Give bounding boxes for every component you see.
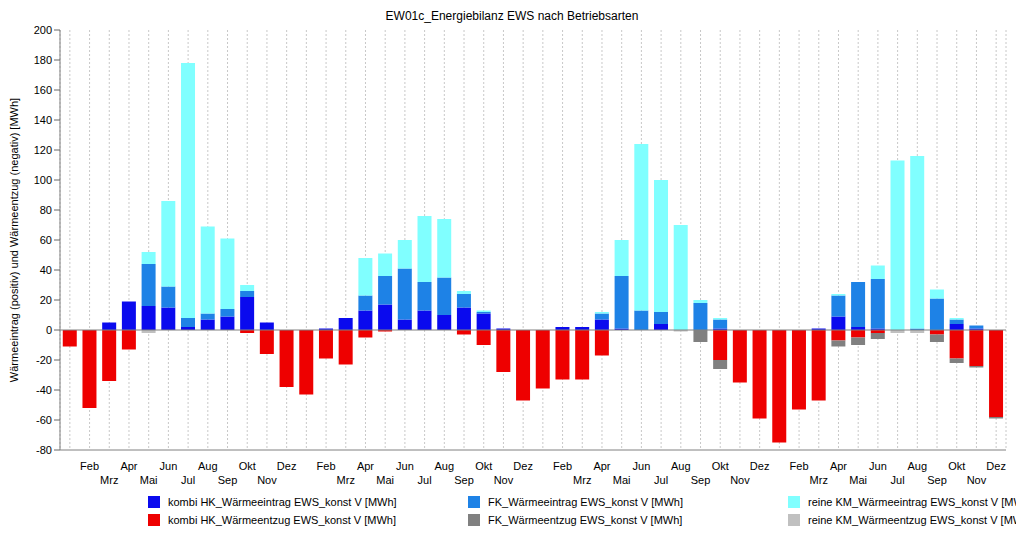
svg-text:Aug: Aug (435, 460, 455, 472)
svg-text:-60: -60 (36, 414, 52, 426)
svg-text:-40: -40 (36, 384, 52, 396)
svg-text:Feb: Feb (80, 460, 99, 472)
html-text:kombi HK_Wärmeeintrag EWS_kons: kombi HK_Wärmeeintrag EWS_konst V [MWh] (168, 496, 397, 508)
svg-text:Mrz: Mrz (810, 474, 828, 486)
svg-text:Aug: Aug (671, 460, 691, 472)
svg-text:120: 120 (34, 144, 52, 156)
html-text:EW01c_Energiebilanz EWS nach B: EW01c_Energiebilanz EWS nach Betriebsart… (385, 9, 639, 23)
svg-text:-20: -20 (36, 354, 52, 366)
svg-text:Aug: Aug (908, 460, 928, 472)
svg-text:Wärmeeintrag (positiv) und Wär: Wärmeeintrag (positiv) und Wärmeentzug (… (8, 98, 20, 382)
svg-text:Feb: Feb (790, 460, 809, 472)
html-text:kombi HK_Wärmeentzug EWS_konst: kombi HK_Wärmeentzug EWS_konst V [MWh] (168, 514, 396, 526)
svg-text:Sep: Sep (454, 474, 474, 486)
svg-text:Sep: Sep (927, 474, 947, 486)
svg-text:Sep: Sep (691, 474, 711, 486)
svg-text:Mrz: Mrz (337, 474, 355, 486)
svg-text:Feb: Feb (317, 460, 336, 472)
svg-text:Jul: Jul (181, 474, 195, 486)
svg-text:Nov: Nov (257, 474, 277, 486)
svg-text:80: 80 (40, 204, 52, 216)
svg-text:Mai: Mai (613, 474, 631, 486)
svg-text:Nov: Nov (967, 474, 987, 486)
svg-text:Jun: Jun (869, 460, 887, 472)
svg-text:Okt: Okt (712, 460, 729, 472)
svg-text:40: 40 (40, 264, 52, 276)
svg-text:60: 60 (40, 234, 52, 246)
svg-text:Jun: Jun (160, 460, 178, 472)
svg-text:20: 20 (40, 294, 52, 306)
svg-text:Mai: Mai (849, 474, 867, 486)
svg-text:Jun: Jun (396, 460, 414, 472)
svg-text:160: 160 (34, 84, 52, 96)
html-text:FK_Wärmeentzug EWS_konst V [MW: FK_Wärmeentzug EWS_konst V [MWh] (488, 514, 683, 526)
svg-text:200: 200 (34, 24, 52, 36)
svg-text:Nov: Nov (494, 474, 514, 486)
svg-text:Dez: Dez (750, 460, 770, 472)
svg-text:Aug: Aug (198, 460, 218, 472)
svg-text:Mrz: Mrz (573, 474, 591, 486)
svg-text:Apr: Apr (357, 460, 374, 472)
svg-text:Apr: Apr (593, 460, 610, 472)
svg-text:Dez: Dez (986, 460, 1006, 472)
svg-text:Jul: Jul (418, 474, 432, 486)
svg-text:140: 140 (34, 114, 52, 126)
svg-text:Jun: Jun (633, 460, 651, 472)
svg-text:Apr: Apr (120, 460, 137, 472)
svg-text:Mrz: Mrz (100, 474, 118, 486)
svg-text:100: 100 (34, 174, 52, 186)
svg-text:Jul: Jul (654, 474, 668, 486)
svg-text:Nov: Nov (730, 474, 750, 486)
svg-text:Okt: Okt (948, 460, 965, 472)
svg-text:Sep: Sep (218, 474, 238, 486)
svg-text:-80: -80 (36, 444, 52, 456)
html-text:FK_Wärmeeintrag EWS_konst V [M: FK_Wärmeeintrag EWS_konst V [MWh] (488, 496, 683, 508)
svg-text:Apr: Apr (830, 460, 847, 472)
svg-text:Mai: Mai (376, 474, 394, 486)
svg-text:Okt: Okt (239, 460, 256, 472)
svg-text:180: 180 (34, 54, 52, 66)
svg-text:0: 0 (46, 324, 52, 336)
svg-text:Mai: Mai (140, 474, 158, 486)
svg-text:Dez: Dez (277, 460, 297, 472)
svg-text:Feb: Feb (553, 460, 572, 472)
svg-text:Dez: Dez (513, 460, 533, 472)
svg-text:Okt: Okt (475, 460, 492, 472)
svg-text:Jul: Jul (891, 474, 905, 486)
